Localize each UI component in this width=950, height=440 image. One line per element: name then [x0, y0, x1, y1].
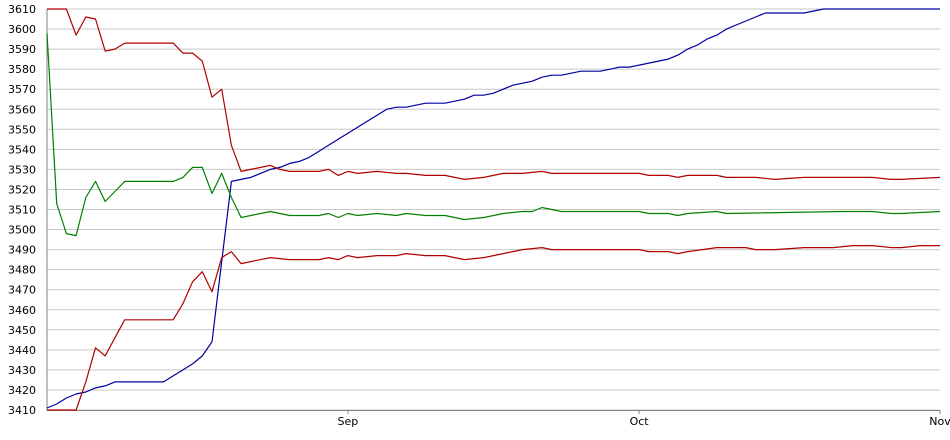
y-tick-label: 3540 [8, 143, 36, 156]
y-tick-label: 3430 [8, 364, 36, 377]
axes [46, 9, 941, 414]
y-tick-label: 3590 [8, 43, 36, 56]
y-tick-label: 3510 [8, 204, 36, 217]
y-tick-label: 3470 [8, 284, 36, 297]
y-tick-label: 3610 [8, 3, 36, 16]
y-tick-label: 3520 [8, 183, 36, 196]
series-line-4 [47, 245, 940, 411]
y-tick-label: 3580 [8, 63, 36, 76]
y-tick-label: 3420 [8, 384, 36, 397]
series-line-1 [46, 8, 940, 409]
grid-lines [47, 8, 940, 411]
y-tick-label: 3460 [8, 304, 36, 317]
x-tick-label: Nov [929, 415, 950, 428]
y-tick-label: 3550 [8, 123, 36, 136]
y-tick-label: 3450 [8, 324, 36, 337]
y-tick-label: 3410 [8, 404, 36, 417]
series-line-2 [46, 33, 941, 237]
y-tick-label: 3570 [8, 83, 36, 96]
y-tick-label: 3480 [8, 264, 36, 277]
x-tick-label: Sep [338, 415, 359, 428]
y-tick-label: 3560 [8, 103, 36, 116]
y-tick-label: 3490 [8, 244, 36, 257]
x-tick-label: Oct [630, 415, 650, 428]
y-tick-label: 3600 [8, 23, 36, 36]
y-tick-label: 3530 [8, 163, 36, 176]
tick-labels: 3410 3420 3430 3440 3450 3460 3470 3480 3490 3500… [8, 3, 950, 428]
series-line-3 [47, 8, 941, 180]
y-tick-label: 3440 [8, 344, 36, 357]
series-lines [46, 8, 941, 411]
y-tick-label: 3500 [8, 224, 36, 237]
